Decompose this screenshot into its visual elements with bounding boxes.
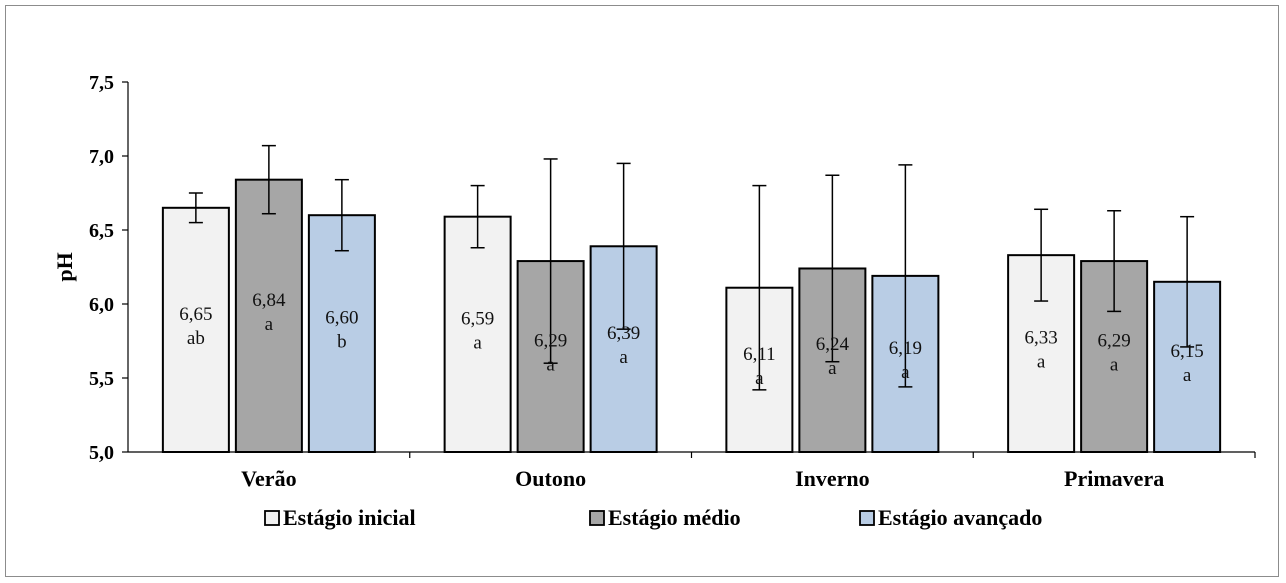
data-label-letter: a	[1183, 365, 1192, 386]
data-label-value: 6,29	[534, 331, 567, 352]
bar-estágio-avançado	[307, 214, 376, 453]
data-label-letter: a	[619, 347, 628, 368]
y-tick-label: 6,5	[89, 220, 114, 242]
data-labels: 6,65 ab 6,84 a 6,60 b 6,59 a 6,29 a 6,39 a 6,11 a 6,24…	[179, 290, 1204, 389]
data-label-value: 6,19	[889, 338, 922, 359]
data-label-value: 6,24	[816, 334, 850, 355]
bar-estágio-inicial	[443, 215, 512, 453]
legend-label: Estágio médio	[608, 505, 741, 530]
data-label-letter: a	[755, 368, 764, 389]
data-label-value: 6,59	[461, 308, 494, 329]
data-label-value: 6,84	[252, 290, 286, 311]
data-label-letter: a	[1037, 352, 1046, 373]
y-tick-label: 5,0	[89, 442, 114, 464]
data-label-value: 6,11	[743, 344, 776, 365]
bars	[161, 144, 1222, 454]
y-axis-label: pH	[52, 252, 77, 281]
y-tick-label: 7,0	[89, 146, 114, 168]
data-label-letter: a	[901, 362, 910, 383]
legend-label: Estágio inicial	[283, 505, 416, 530]
data-label-value: 6,29	[1098, 331, 1131, 352]
legend-swatch	[264, 510, 280, 526]
data-label-letter: b	[337, 332, 347, 353]
legend-swatch	[859, 510, 875, 526]
data-label-value: 6,33	[1025, 328, 1058, 349]
x-category-label: Verão	[241, 466, 296, 491]
y-tick-label: 7,5	[89, 72, 114, 94]
bar-estágio-médio	[234, 178, 303, 453]
legend: Estágio inicial Estágio médio Estágio avan…	[264, 505, 1042, 530]
legend-swatch	[589, 510, 605, 526]
data-label-value: 6,39	[607, 323, 640, 344]
data-label-value: 6,15	[1171, 341, 1204, 362]
data-label-value: 6,65	[179, 304, 212, 325]
x-category-label: Primavera	[1064, 466, 1164, 491]
y-tick-label: 6,0	[89, 294, 114, 316]
y-tick-label: 5,5	[89, 368, 114, 390]
x-category-label: Inverno	[795, 466, 870, 491]
data-label-letter: a	[828, 358, 837, 379]
x-category-label: Outono	[515, 466, 586, 491]
data-label-letter: ab	[187, 328, 205, 349]
data-label-value: 6,60	[325, 308, 358, 329]
legend-label: Estágio avançado	[878, 505, 1042, 530]
data-label-letter: a	[265, 314, 274, 335]
data-label-letter: a	[1110, 355, 1119, 376]
data-label-letter: a	[546, 355, 555, 376]
data-label-letter: a	[473, 332, 482, 353]
